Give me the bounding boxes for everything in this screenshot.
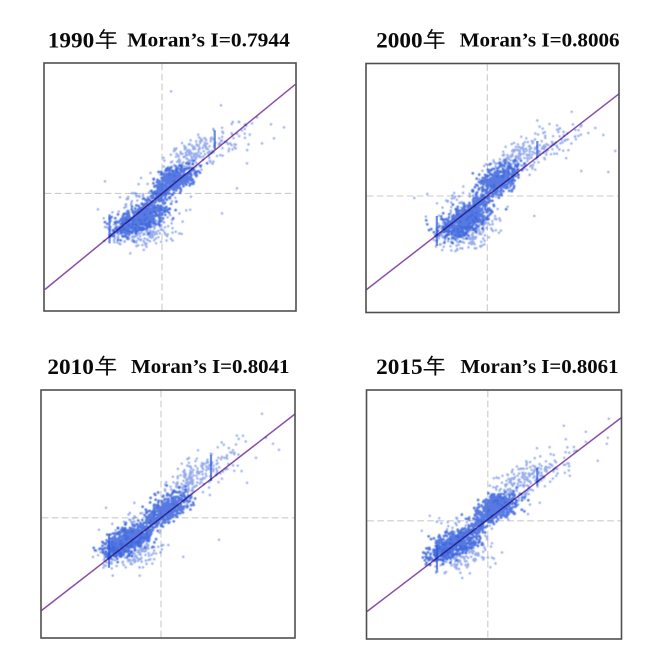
- svg-text:2000: 2000: [376, 27, 423, 52]
- svg-text:Moran’s I=0.8006: Moran’s I=0.8006: [460, 29, 620, 51]
- svg-text:Moran’s I=0.7944: Moran’s I=0.7944: [127, 29, 289, 51]
- svg-text:Moran’s I=0.8061: Moran’s I=0.8061: [461, 356, 619, 378]
- svg-text:2015: 2015: [376, 354, 423, 379]
- svg-text:Moran’s I=0.8041: Moran’s I=0.8041: [131, 356, 290, 378]
- svg-text:1990: 1990: [48, 27, 95, 52]
- svg-text:2010: 2010: [47, 354, 94, 379]
